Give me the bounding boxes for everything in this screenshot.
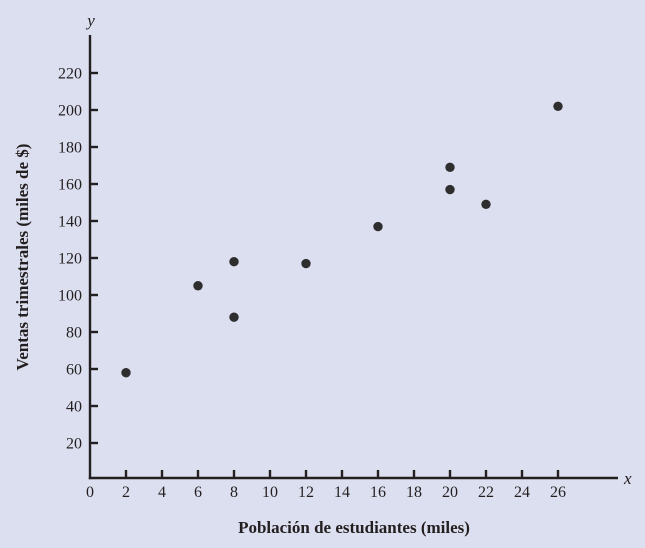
y-tick-label: 100 [58, 288, 82, 305]
x-tick-label: 4 [158, 484, 166, 501]
data-point [229, 312, 239, 322]
x-axis-title: Población de estudiantes (miles) [238, 518, 470, 537]
data-point [445, 162, 455, 173]
data-point [121, 368, 131, 378]
x-tick-label: 16 [370, 484, 386, 501]
y-tick-label: 80 [66, 325, 82, 342]
x-tick-label: 8 [230, 484, 238, 501]
x-tick-label: 24 [514, 484, 530, 501]
data-point [445, 184, 455, 195]
y-tick-label: 120 [58, 251, 82, 268]
x-tick-label: 12 [298, 484, 314, 501]
data-point [229, 257, 239, 267]
y-tick-label: 140 [58, 214, 82, 231]
x-tick-label: 6 [194, 484, 202, 501]
y-tick-label: 200 [58, 103, 82, 120]
data-point [301, 258, 311, 269]
x-axis: 2 4 6 8 10 12 14 16 18 20 22 24 260 [86, 470, 618, 501]
data-points [121, 101, 563, 378]
x-tick-label: 20 [442, 484, 458, 501]
data-point [553, 101, 563, 112]
x-axis-letter: x [623, 469, 632, 488]
y-axis-title: Ventas trimestrales (miles de $) [13, 144, 32, 371]
y-tick-label: 20 [66, 436, 82, 453]
data-point [193, 281, 203, 291]
x-origin-label: 0 [86, 484, 94, 501]
data-point [373, 221, 383, 232]
y-tick-label: 220 [58, 66, 82, 83]
y-tick-label: 40 [66, 399, 82, 416]
x-tick-label: 10 [262, 484, 278, 501]
data-point [481, 199, 491, 210]
x-tick-label: 18 [406, 484, 422, 501]
y-tick-label: 160 [58, 177, 82, 194]
x-tick-label: 22 [478, 484, 494, 501]
x-tick-label: 26 [550, 484, 566, 501]
x-tick-label: 14 [334, 484, 350, 501]
y-tick-label: 60 [66, 362, 82, 379]
y-tick-label: 180 [58, 140, 82, 157]
y-axis-letter: y [85, 11, 95, 30]
x-tick-label: 2 [122, 484, 130, 501]
y-axis: 20 40 60 80 100 120 140 160 180 200 220 [58, 35, 98, 480]
